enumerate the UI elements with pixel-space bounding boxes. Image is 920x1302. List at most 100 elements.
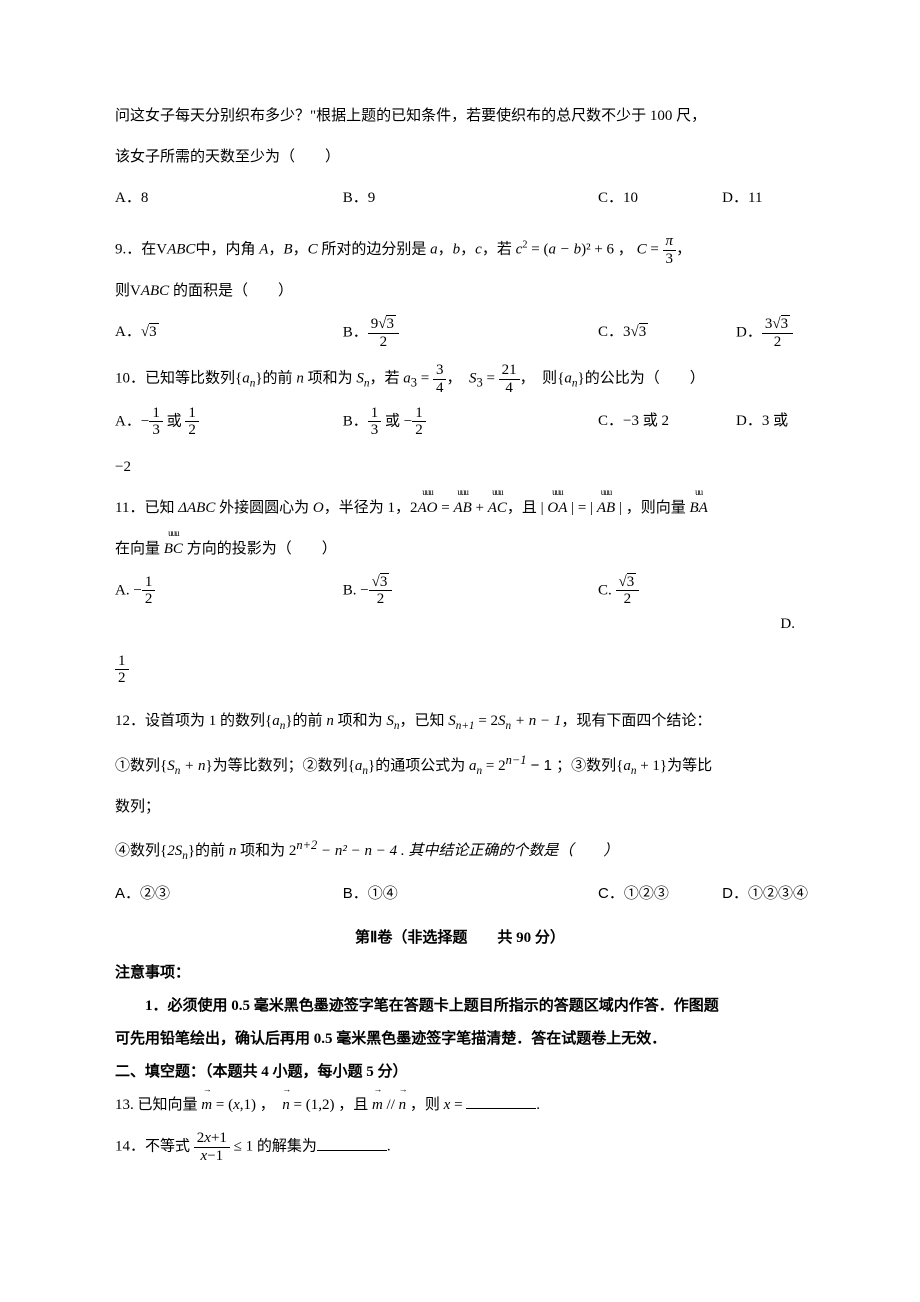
q9-B: B [283,241,292,257]
q9-optB-frac: 932 [368,316,399,350]
q11-B-frac: 32 [369,574,393,608]
q9-eq-amb: a − b [548,241,581,257]
q10-opt-b: B．13 或 −12 [343,405,598,439]
q11-AB: AB [453,500,471,516]
q10-S3-frac: 214 [499,362,520,396]
vector-OA: uuuOA [547,492,567,525]
q13-neq: = (1,2) ，且 [290,1097,372,1113]
q10-A-f1: 13 [149,405,163,439]
q12-line3: 数列； [115,791,805,824]
q11-opt-d-label: D. [115,608,805,641]
q9-l2d: 的面积是（ ） [169,283,293,299]
q11-m4: | = | [567,500,596,516]
q13-m2: m [372,1097,383,1113]
arrow-icon: uuu [417,488,437,497]
q10-m4: 的公比为（ ） [585,370,705,386]
q11-pre: 11．已知 [115,500,178,516]
q12-s1S: S [167,758,175,774]
q11-Dn: 1 [115,653,129,671]
vector-AO: uuuAO [417,492,437,525]
q10-opt-d-line2: −2 [115,451,805,484]
q8-options: A．8 B．9 C．10 D．11 [115,182,805,215]
q11-AC: AC [488,500,507,516]
q11-An: 1 [142,574,156,592]
q14-nx: x [204,1130,211,1146]
q10-Aneg: − [141,413,149,429]
q9-l2b: V [130,283,141,299]
q11-O: O [313,500,324,516]
q12-s4mid2: 项和为 2 [236,843,296,859]
q13-mid: ，则 [406,1097,444,1113]
q9-optD-den: 2 [762,334,793,351]
q12-s4tail: − n² − n − 4 . 其中结论正确的个数是（ ） [317,843,618,859]
q11-line1: 11．已知 ΔABC 外接圆圆心为 O，半径为 1，2uuuAO = uuuAB… [115,492,805,525]
q10-S3eq: = [483,370,499,386]
blank-input[interactable] [317,1136,387,1151]
q9-A: A [259,241,268,257]
q10-c1: ， [446,370,469,386]
vector-m2: →m [372,1089,383,1122]
q12-s4pre: ④数列 [115,842,160,859]
q11-opt-d-value: 12 [115,653,805,687]
brace-icon: } [255,370,262,386]
q12-opt-b: B．①④ [343,877,598,910]
sqrt-icon: 3 [141,316,159,349]
q10-B-f2: 12 [412,405,426,439]
q13-m: m [201,1097,212,1113]
q11-C-frac: 32 [616,574,640,608]
q13-mrest: ,1) ， [240,1097,283,1113]
q9-c1: ， [268,241,283,257]
q9-prefix: 9.．在 [115,241,156,257]
q9-3: 3 [663,251,677,268]
q9-eq-open: = ( [528,241,549,257]
q10-S3n: 21 [499,362,520,380]
arrow-icon: → [372,1085,383,1094]
q12-eq: = 2 [475,713,498,729]
vector-AB: uuuAB [453,492,471,525]
q9-optB-s3: 3 [386,315,396,332]
q11-plus: + [472,500,488,516]
notes-title: 注意事项： [115,957,805,990]
q11-opt-b: B. −32 [343,574,598,608]
q9-line2: 则VABC 的面积是（ ） [115,275,805,308]
q13-x: x [233,1097,240,1113]
q9-C: C [308,241,318,257]
q11-Apre: A. [115,582,133,598]
q11-Bs3: 3 [380,573,390,590]
q11-m1: 外接圆圆心为 [215,500,313,516]
q11-BA: BA [689,500,707,516]
q9-l2a: 则 [115,283,130,299]
q11-Cd: 2 [616,591,640,608]
q10-a: a [242,370,250,386]
q11-Ad: 2 [142,591,156,608]
q11-line2: 在向量 uuuBC 方向的投影为（ ） [115,533,805,566]
vector-AB2: uuuAB [597,492,615,525]
q12-s1pn: + n [180,758,205,774]
q12-a: a [272,713,280,729]
q9-abc: ABC [167,241,195,257]
q9-optD-frac: 332 [762,316,793,350]
q12-s2post: 的通项公式为 [375,758,469,774]
q10-line1: 10．已知等比数列{an}的前 n 项和为 Sn，若 a3 = 34， S3 =… [115,362,805,397]
arrow-icon: uuu [488,488,507,497]
q12-line1: 12．设首项为 1 的数列{an}的前 n 项和为 Sn，已知 Sn+1 = 2… [115,705,805,739]
q12-s1post: 为等比数列；②数列 [213,757,348,774]
q11-l2a: 在向量 [115,541,164,557]
q9-optB-9: 9 [371,316,379,332]
q12-s42S: 2S [167,843,182,859]
q10-Bneg: − [404,413,412,429]
q11-opt-a: A. −12 [115,574,343,608]
q10-A-f2: 12 [185,405,199,439]
arrow-icon: uuu [453,488,471,497]
q9-optD-s3: 3 [781,315,791,332]
q9-eq-sq6: )² + 6 ， [581,241,636,257]
q12-m1: 的前 [293,713,327,729]
q11-Dd: 2 [115,670,129,687]
arrow-icon: uuu [547,488,567,497]
q10-c2: ， 则 [520,370,558,386]
q10-Apre: A． [115,413,141,429]
q13-dot: . [536,1097,540,1113]
q11-BC: BC [164,541,183,557]
blank-input[interactable] [466,1094,536,1109]
arrow-icon: uuu [597,488,615,497]
